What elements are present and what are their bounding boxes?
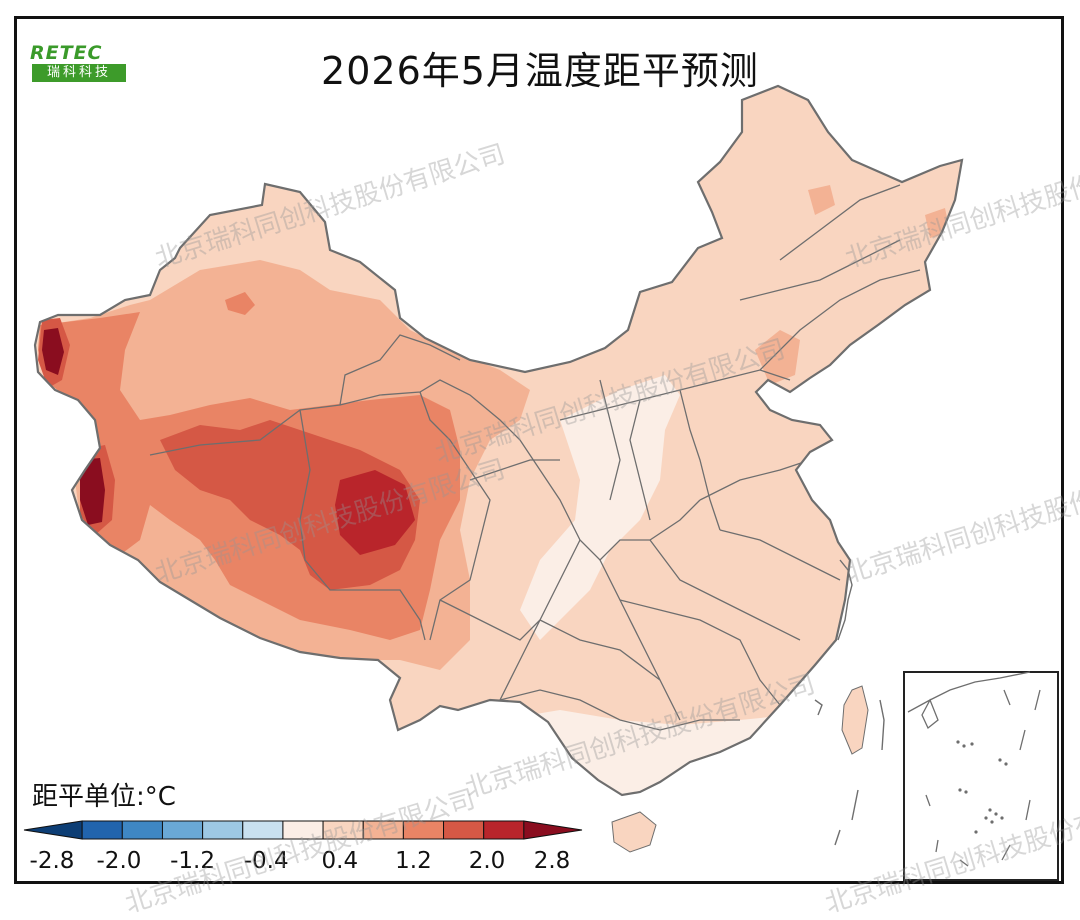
legend-color-bin — [362, 820, 404, 840]
legend-color-bin — [483, 820, 525, 840]
legend-unit-label: 距平单位:°C — [32, 782, 176, 812]
legend-color-bin — [121, 820, 163, 840]
coastline-detail — [814, 559, 885, 846]
legend-tick-label: -0.4 — [243, 848, 289, 874]
inset-island-dot — [956, 740, 960, 744]
inset-island-dot — [958, 788, 962, 792]
legend-tick-label: 2.8 — [533, 848, 571, 874]
province-borders — [149, 184, 921, 731]
temperature-anomaly-map — [33, 84, 1059, 881]
legend-color-bin — [523, 820, 583, 840]
legend-color-bin — [402, 820, 445, 840]
legend-color-bin — [282, 820, 324, 840]
legend-color-bin — [443, 820, 485, 840]
legend-tick-label: -2.0 — [96, 848, 142, 874]
inset-island-dot — [998, 758, 1002, 762]
inset-island-dot — [994, 812, 998, 816]
map-frame — [14, 16, 1064, 884]
legend-tick-label: -1.2 — [170, 848, 216, 874]
legend-tick-label: 1.2 — [395, 848, 432, 874]
legend-color-bin — [202, 820, 244, 840]
inset-island-dot — [974, 830, 978, 834]
inset-island-dot — [964, 790, 968, 794]
south-china-sea-inset — [903, 671, 1059, 881]
inset-island-dot — [984, 816, 988, 820]
legend-tick-label: -2.8 — [29, 848, 75, 874]
inset-island-dot — [962, 744, 966, 748]
logo-subtitle: 瑞科科技 — [32, 64, 126, 82]
inset-island-dot — [1000, 816, 1004, 820]
legend-color-bin — [161, 820, 204, 840]
legend-color-bin — [81, 820, 123, 840]
legend-color-bin — [242, 820, 284, 840]
color-legend-bar — [23, 820, 583, 840]
legend-color-bin — [322, 820, 364, 840]
map-title: 2026年5月温度距平预测 — [321, 49, 759, 93]
retec-logo: RETEC 瑞科科技 — [30, 42, 128, 84]
legend-tick-label: 0.4 — [321, 848, 359, 874]
inset-island-dot — [1004, 762, 1008, 766]
islands — [611, 685, 869, 853]
legend-color-bin — [23, 820, 83, 840]
inset-island-dot — [988, 808, 992, 812]
inset-island-dot — [990, 820, 994, 824]
logo-brand: RETEC — [30, 42, 103, 64]
inset-island-dots — [956, 740, 1008, 834]
inset-island-dot — [970, 742, 974, 746]
legend-tick-label: 2.0 — [468, 848, 506, 874]
